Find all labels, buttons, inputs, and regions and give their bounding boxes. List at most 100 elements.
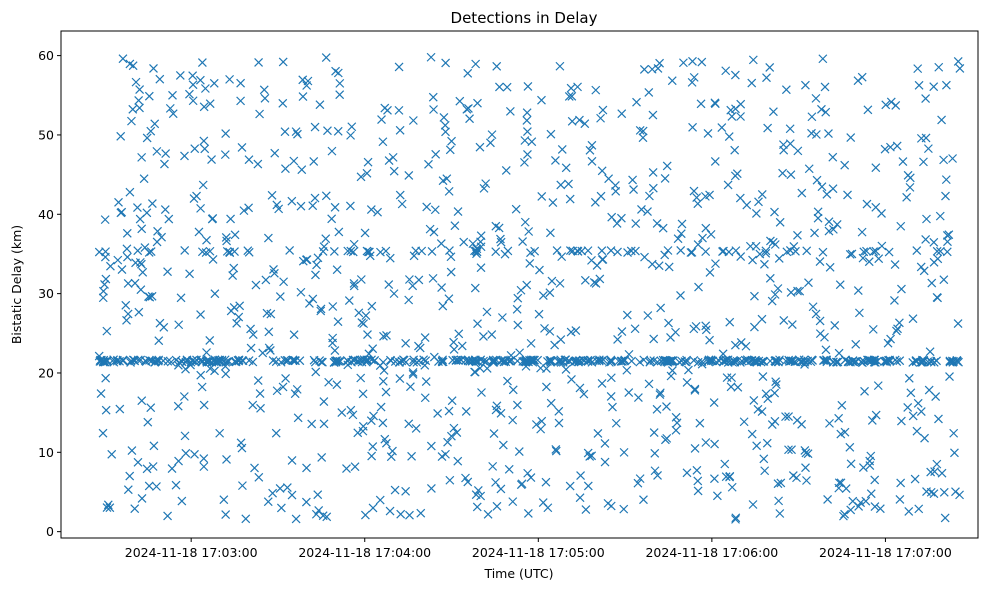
data-point — [105, 503, 115, 513]
data-point — [126, 356, 136, 366]
data-point — [536, 424, 546, 434]
data-point — [224, 356, 234, 366]
data-point — [295, 356, 305, 366]
data-point — [577, 246, 587, 256]
data-point — [545, 356, 555, 366]
data-point — [395, 190, 405, 200]
data-point — [100, 280, 109, 289]
data-point — [831, 357, 841, 367]
data-point — [727, 373, 737, 383]
data-point — [335, 78, 345, 88]
data-point — [276, 503, 286, 513]
data-point — [795, 286, 805, 296]
data-point — [427, 247, 437, 256]
data-point — [424, 159, 433, 169]
data-point — [894, 318, 904, 328]
data-point — [117, 265, 127, 274]
data-point — [356, 172, 366, 182]
data-point — [606, 501, 616, 511]
data-point — [801, 448, 811, 458]
data-point — [765, 273, 775, 283]
data-point — [335, 90, 345, 100]
data-point — [706, 356, 716, 366]
data-point — [269, 264, 278, 274]
data-point — [537, 416, 547, 426]
data-point — [311, 270, 320, 280]
data-point — [619, 447, 629, 457]
data-point — [655, 58, 665, 68]
data-point — [263, 233, 273, 243]
data-point — [845, 249, 855, 259]
data-point — [763, 123, 773, 133]
data-point — [644, 191, 654, 201]
data-point — [163, 267, 172, 277]
data-point — [630, 324, 640, 334]
data-point — [596, 113, 605, 123]
data-point — [890, 296, 899, 305]
data-point — [811, 130, 821, 139]
data-point — [644, 87, 654, 97]
data-point — [375, 495, 385, 505]
data-point — [748, 55, 758, 65]
data-point — [932, 292, 942, 302]
data-point — [667, 76, 677, 86]
data-point — [942, 247, 952, 257]
data-point — [762, 438, 772, 448]
data-point — [722, 373, 732, 383]
data-point — [846, 505, 856, 515]
data-point — [834, 413, 844, 423]
data-point — [886, 142, 895, 152]
data-point — [698, 233, 707, 243]
data-point — [479, 183, 489, 193]
data-point — [520, 136, 530, 145]
data-point — [221, 510, 231, 519]
data-point — [775, 509, 785, 518]
data-point — [426, 484, 436, 493]
data-point — [844, 357, 854, 367]
data-point — [922, 214, 931, 224]
data-point — [174, 456, 183, 466]
data-point — [317, 357, 326, 367]
data-point — [293, 129, 302, 139]
data-point — [148, 462, 158, 471]
x-tick-label: 2024-11-18 17:04:00 — [298, 545, 431, 560]
data-point — [155, 74, 165, 84]
data-point — [237, 443, 247, 453]
data-point — [932, 459, 942, 469]
data-point — [152, 237, 162, 247]
data-point — [121, 300, 131, 310]
data-point — [696, 99, 706, 109]
data-point — [818, 356, 828, 365]
data-point — [545, 228, 555, 238]
data-point — [512, 304, 522, 314]
data-point — [867, 416, 877, 425]
data-point — [653, 64, 663, 73]
data-point — [710, 157, 720, 166]
data-point — [903, 170, 913, 180]
data-point — [639, 65, 649, 74]
data-point — [534, 309, 544, 319]
data-point — [409, 251, 419, 261]
data-point — [926, 467, 936, 477]
data-point — [736, 252, 746, 261]
data-point — [727, 112, 737, 121]
data-point — [476, 491, 486, 501]
data-point — [401, 357, 411, 367]
data-point — [690, 385, 700, 395]
data-point — [461, 407, 471, 416]
data-point — [188, 96, 198, 106]
y-tick-label: 0 — [46, 524, 54, 539]
data-point — [207, 155, 216, 165]
data-point — [631, 219, 641, 229]
data-point — [496, 237, 506, 247]
data-point — [381, 438, 391, 448]
data-point — [710, 439, 720, 449]
data-point — [321, 53, 331, 63]
data-point — [647, 259, 657, 269]
data-point — [221, 369, 231, 379]
data-point — [285, 245, 295, 255]
data-point — [328, 302, 338, 311]
data-point — [112, 356, 122, 366]
data-point — [488, 461, 498, 471]
data-point — [248, 330, 258, 340]
